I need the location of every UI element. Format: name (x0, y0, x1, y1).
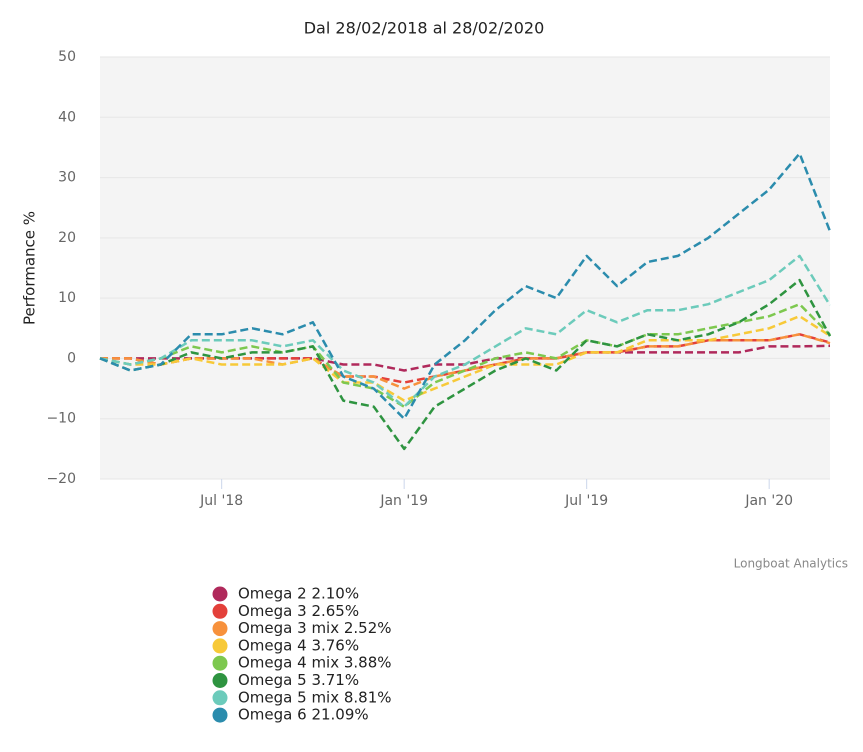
series-line (99, 152, 832, 420)
x-tick-label: Jan '19 (379, 493, 428, 509)
chart-title: Dal 28/02/2018 al 28/02/2020 (304, 19, 545, 38)
legend-label: Omega 5 mix 8.81% (238, 688, 392, 706)
legend-marker (212, 603, 228, 619)
legend-label: Omega 6 21.09% (238, 706, 369, 724)
legend-label: Omega 3 2.65% (238, 602, 359, 620)
legend-label: Omega 3 mix 2.52% (238, 619, 392, 637)
y-axis-label: Performance % (21, 211, 39, 325)
x-tick-label: Jul '19 (564, 493, 608, 509)
legend-marker (212, 621, 228, 637)
legend-label: Omega 5 3.71% (238, 671, 359, 689)
series-line (99, 302, 831, 408)
legend-marker (212, 673, 228, 688)
legend-marker (212, 586, 228, 602)
legend-label: Omega 4 mix 3.88% (238, 654, 392, 672)
plot-background (100, 57, 830, 479)
y-tick-label: 30 (58, 170, 76, 186)
x-tick-label: Jan '20 (744, 493, 793, 509)
series-line (99, 278, 832, 451)
legend-marker (212, 707, 228, 723)
legend-label: Omega 2 2.10% (238, 585, 359, 603)
series-line (99, 314, 831, 402)
y-tick-label: 0 (67, 350, 76, 366)
y-tick-label: 50 (58, 49, 76, 65)
legend-marker (212, 690, 228, 706)
x-tick-label: Jul '18 (199, 493, 243, 509)
legend-label: Omega 4 3.76% (238, 636, 359, 654)
credits: Longboat Analytics (734, 557, 848, 571)
series-line (99, 254, 832, 408)
y-tick-label: −10 (46, 411, 76, 427)
legend-marker (212, 638, 228, 654)
legend-marker (212, 655, 228, 671)
y-tick-label: 40 (58, 109, 76, 125)
y-tick-label: −20 (46, 471, 76, 487)
y-tick-label: 10 (58, 290, 76, 306)
y-tick-label: 20 (58, 230, 76, 246)
